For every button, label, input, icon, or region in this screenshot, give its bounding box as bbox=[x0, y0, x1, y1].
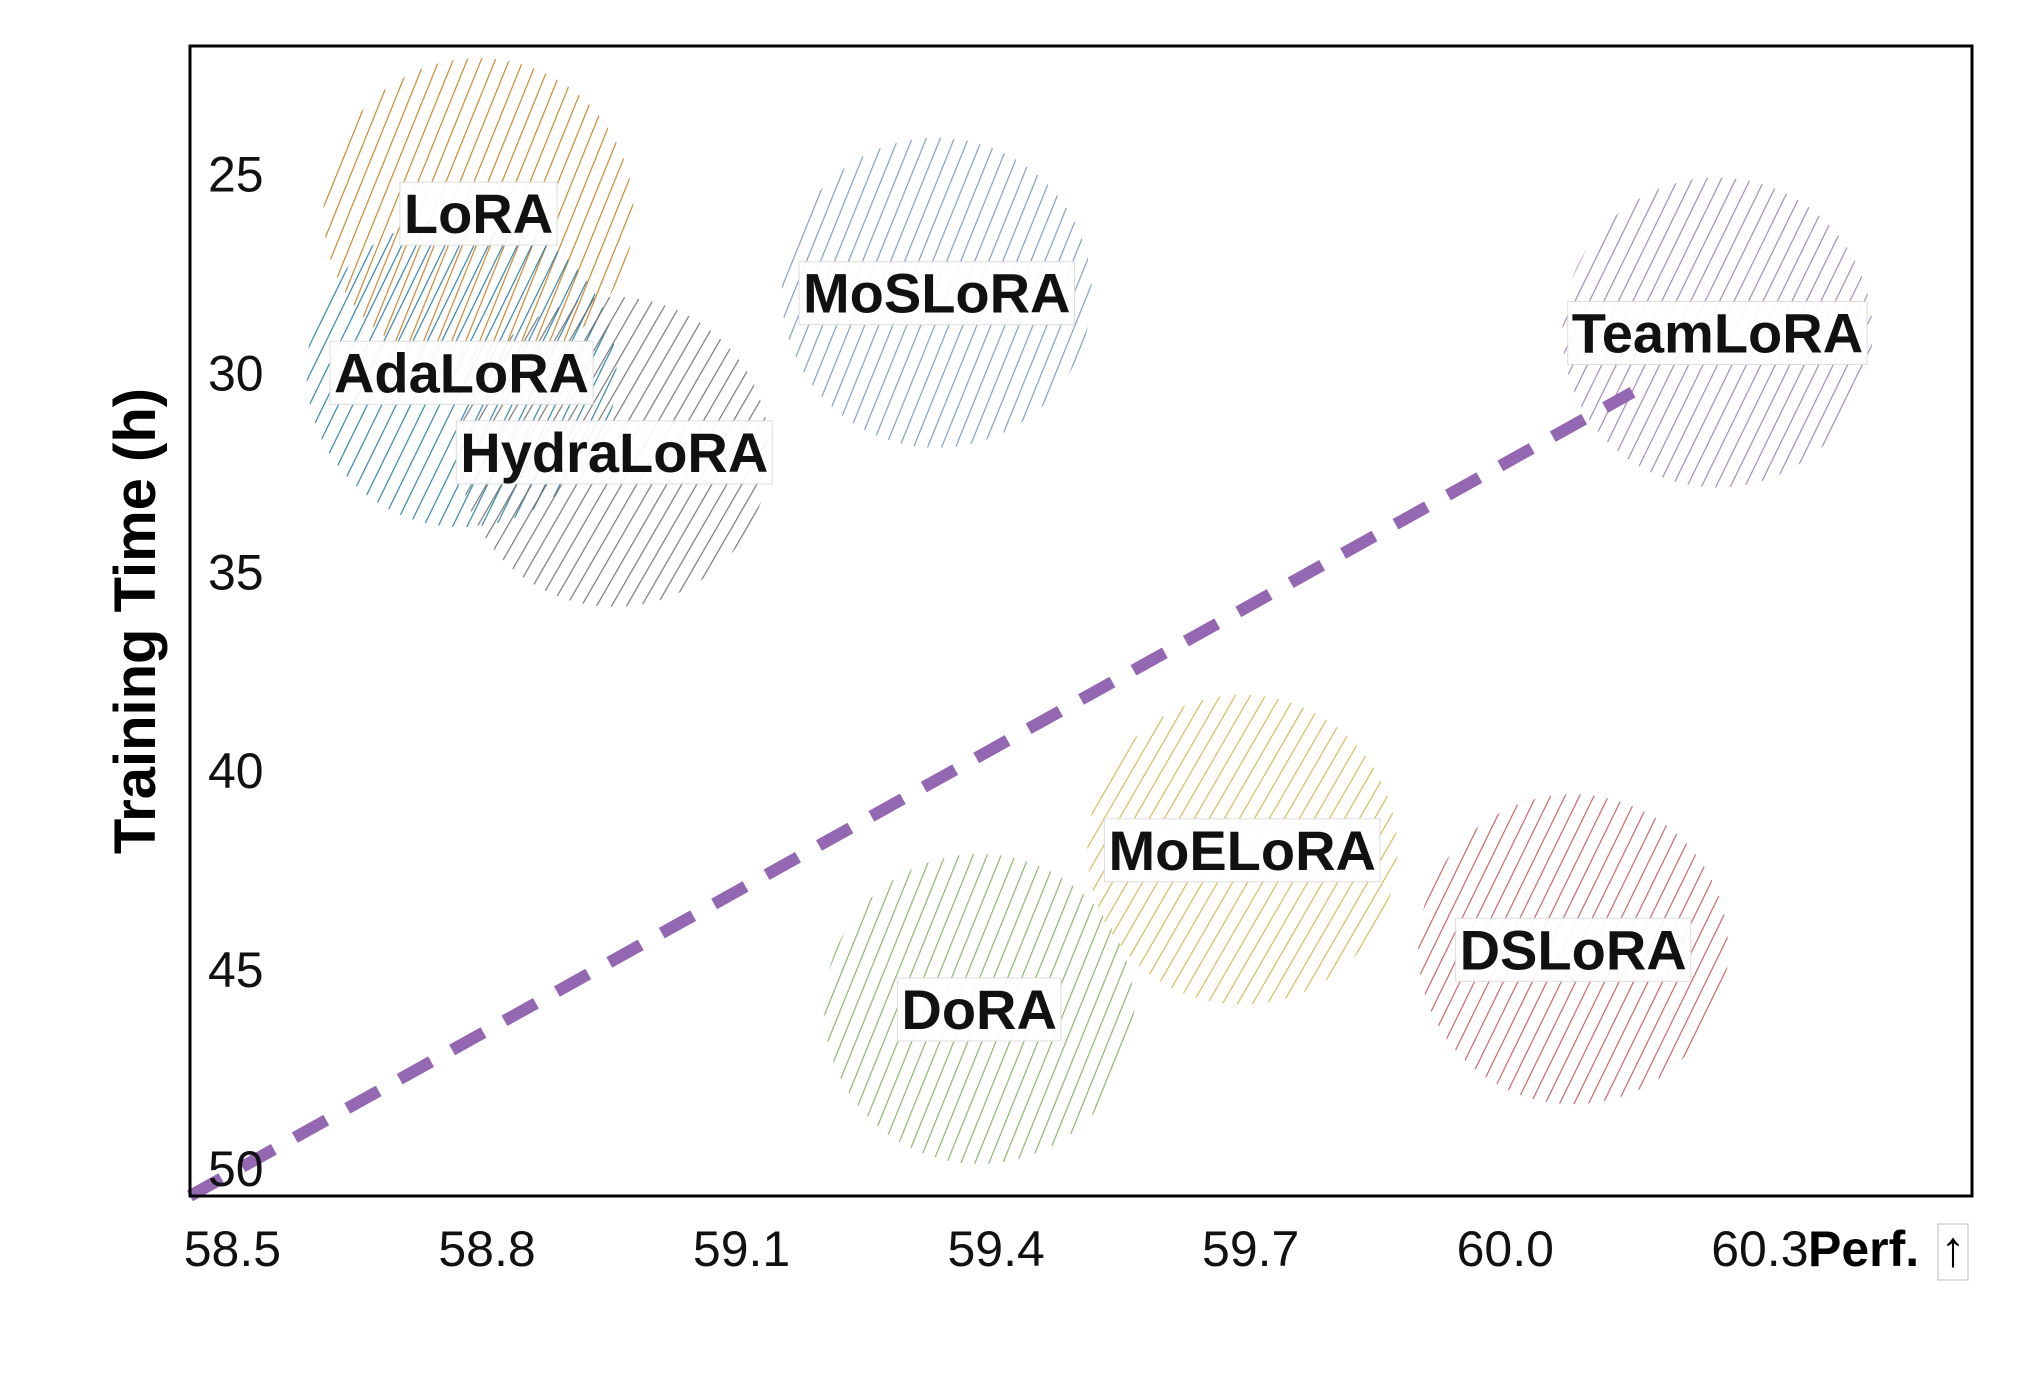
label-lora: LoRA bbox=[404, 182, 553, 245]
y-tick-45: 45 bbox=[208, 942, 264, 998]
label-box-moslora bbox=[798, 261, 1076, 326]
label-dslora: DSLoRA bbox=[1460, 918, 1687, 981]
y-tick-35: 35 bbox=[208, 544, 264, 600]
label-dora: DoRA bbox=[901, 978, 1057, 1041]
x-axis-arrow-box bbox=[1937, 1223, 1969, 1281]
label-moslora: MoSLoRA bbox=[803, 262, 1071, 325]
x-tick-58-8: 58.8 bbox=[438, 1221, 535, 1277]
y-tick-labels: 25 30 35 40 45 50 bbox=[208, 146, 264, 1197]
labels-layer: LoRA AdaLoRA HydraLoRA MoSLoRA TeamLoRA MoELo… bbox=[329, 181, 1868, 1042]
point-label-group-teamlora: TeamLoRA bbox=[1567, 301, 1868, 366]
x-tick-59-7: 59.7 bbox=[1202, 1221, 1299, 1277]
label-adalora: AdaLoRA bbox=[334, 341, 589, 404]
label-box-teamlora bbox=[1567, 301, 1868, 366]
y-tick-40: 40 bbox=[208, 743, 264, 799]
x-tick-58-5: 58.5 bbox=[184, 1221, 281, 1277]
point-label-group-moelora: MoELoRA bbox=[1103, 818, 1381, 883]
y-tick-50: 50 bbox=[208, 1141, 264, 1197]
trend-line bbox=[187, 386, 1636, 1202]
point-label-group-lora: LoRA bbox=[399, 181, 558, 246]
point-label-group-dora: DoRA bbox=[896, 977, 1062, 1042]
x-tick-59-4: 59.4 bbox=[947, 1221, 1044, 1277]
label-box-moelora bbox=[1103, 818, 1381, 883]
y-tick-25: 25 bbox=[208, 146, 264, 202]
x-tick-60-0: 60.0 bbox=[1457, 1221, 1554, 1277]
x-tick-60-3: 60.3 bbox=[1711, 1221, 1808, 1277]
label-box-hydralora bbox=[455, 420, 773, 485]
y-tick-30: 30 bbox=[208, 345, 264, 401]
label-moelora: MoELoRA bbox=[1108, 819, 1376, 882]
label-teamlora: TeamLoRA bbox=[1572, 302, 1863, 365]
x-tick-59-1: 59.1 bbox=[693, 1221, 790, 1277]
point-label-group-adalora: AdaLoRA bbox=[329, 340, 594, 405]
label-box-lora bbox=[399, 181, 558, 246]
label-box-dora bbox=[896, 977, 1062, 1042]
label-box-dslora bbox=[1455, 917, 1692, 982]
point-label-group-hydralora: HydraLoRA bbox=[455, 420, 773, 485]
label-hydralora: HydraLoRA bbox=[460, 421, 768, 484]
label-box-adalora bbox=[329, 340, 594, 405]
plot-frame bbox=[188, 44, 1974, 1198]
x-axis-label: Perf. bbox=[1808, 1221, 1919, 1277]
y-axis-label: Training Time (h) bbox=[103, 388, 168, 854]
x-axis-arrow: ↑ bbox=[1941, 1221, 1966, 1277]
x-tick-labels: 58.5 58.8 59.1 59.4 59.7 60.0 60.3 bbox=[184, 1221, 1809, 1277]
point-label-group-moslora: MoSLoRA bbox=[798, 261, 1076, 326]
point-label-group-dslora: DSLoRA bbox=[1455, 917, 1692, 982]
